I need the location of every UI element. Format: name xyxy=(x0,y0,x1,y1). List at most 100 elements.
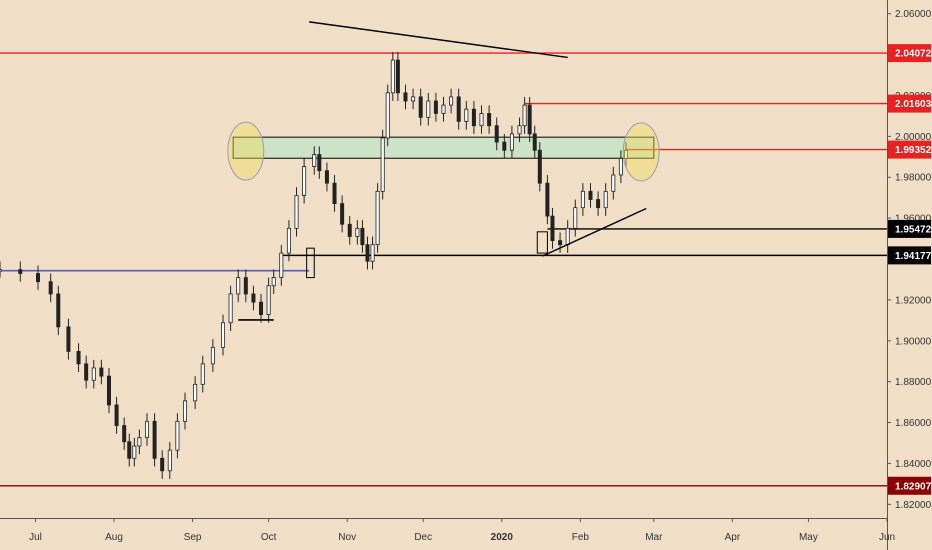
candle-body xyxy=(502,141,507,151)
candle-body xyxy=(84,363,89,381)
candle-body xyxy=(573,207,578,229)
candle-body xyxy=(106,375,111,406)
trendline xyxy=(542,207,647,257)
marker-box xyxy=(306,247,315,279)
price-badge-label: 1.82907 xyxy=(895,481,932,492)
x-tick-label: Apr xyxy=(725,532,741,543)
candle-body xyxy=(456,96,461,122)
candle-body xyxy=(596,199,601,209)
candle-body xyxy=(200,363,205,385)
price-badge xyxy=(888,219,931,238)
candle-body xyxy=(132,445,137,459)
candle-body xyxy=(0,269,3,272)
candle-body xyxy=(403,92,408,102)
x-tick-label: Sep xyxy=(184,532,202,543)
candle-body xyxy=(114,404,119,427)
candle-body xyxy=(294,195,299,229)
y-tick-label: 1.96000 xyxy=(895,214,932,225)
x-tick-label: Mar xyxy=(645,532,663,543)
candle-body xyxy=(144,420,149,439)
x-tick-label: 2020 xyxy=(491,532,514,543)
candle-body xyxy=(537,149,542,184)
price-badge-label: 1.94177 xyxy=(895,251,932,262)
price-badge-label: 1.99352 xyxy=(895,145,932,156)
candle-body xyxy=(618,158,623,176)
candle-body xyxy=(152,420,157,459)
candle-body xyxy=(426,100,431,118)
price-badge xyxy=(888,476,931,495)
candle-body xyxy=(385,92,390,139)
y-tick-label: 1.82000 xyxy=(895,500,932,511)
y-tick-label: 1.98000 xyxy=(895,173,932,184)
candle-body xyxy=(210,346,215,365)
x-tick-label: Dec xyxy=(414,532,432,543)
candle-body xyxy=(286,227,291,254)
y-tick-label: 2.00000 xyxy=(895,132,932,143)
candle-body xyxy=(317,154,322,172)
x-tick-label: Oct xyxy=(261,532,277,543)
candle-body xyxy=(565,227,570,246)
x-tick-label: Jul xyxy=(29,532,42,543)
candle-body xyxy=(251,293,256,303)
candle-body xyxy=(479,113,484,127)
highlight-circle xyxy=(622,122,660,182)
candle-body xyxy=(183,400,188,422)
y-tick-label: 1.88000 xyxy=(895,377,932,388)
candle-body xyxy=(347,223,352,237)
candle-body xyxy=(279,252,284,279)
x-tick-label: Nov xyxy=(338,532,356,543)
candle-body xyxy=(360,227,365,246)
candle-body xyxy=(365,244,370,262)
trendline xyxy=(309,21,568,59)
x-tick-label: Aug xyxy=(105,532,123,543)
price-badge xyxy=(888,246,931,265)
candle-body xyxy=(340,203,345,225)
candle-body xyxy=(532,133,537,151)
candle-body xyxy=(56,293,61,328)
candle-body xyxy=(193,383,198,402)
candle-body xyxy=(471,108,476,127)
candle-body xyxy=(375,190,380,246)
candle-body xyxy=(433,100,438,114)
candle-body xyxy=(332,182,337,205)
candle-body xyxy=(160,457,165,472)
candle-body xyxy=(494,125,499,143)
candle-body xyxy=(441,104,446,114)
x-tick-label: Jun xyxy=(879,532,895,543)
candle-body xyxy=(271,277,276,287)
candle-body xyxy=(449,96,454,106)
candle-body xyxy=(91,367,96,381)
candle-body xyxy=(390,59,395,94)
y-tick-label: 1.92000 xyxy=(895,295,932,306)
candle-body xyxy=(588,190,593,200)
candle-body xyxy=(18,269,23,274)
y-tick-label: 2.06000 xyxy=(895,9,932,20)
resistance-zone xyxy=(232,136,655,159)
candle-body xyxy=(545,182,550,217)
price-badge-label: 2.04072 xyxy=(895,49,932,60)
candle-body xyxy=(464,108,469,122)
candle-body xyxy=(611,174,616,192)
y-tick-label: 1.84000 xyxy=(895,459,932,470)
candle-body xyxy=(522,104,527,127)
price-badge xyxy=(888,94,931,113)
x-tick-label: May xyxy=(799,532,818,543)
candle-body xyxy=(36,273,41,283)
candle-body xyxy=(324,170,329,184)
y-tick-label: 1.86000 xyxy=(895,418,932,429)
candle-body xyxy=(355,227,360,237)
candle-body xyxy=(517,125,522,135)
candle-body xyxy=(509,133,514,151)
candle-body xyxy=(167,449,172,472)
candle-body xyxy=(66,326,71,352)
candle-body xyxy=(623,149,628,159)
marker-box xyxy=(536,231,548,254)
candle-body xyxy=(266,285,271,316)
candle-body xyxy=(122,425,127,443)
candle-body xyxy=(550,215,555,242)
x-tick-label: Feb xyxy=(572,532,590,543)
candle-body xyxy=(99,367,104,377)
